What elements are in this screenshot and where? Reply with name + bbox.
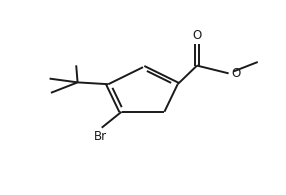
Text: O: O xyxy=(192,29,202,42)
Text: Br: Br xyxy=(94,130,107,143)
Text: O: O xyxy=(231,67,241,80)
